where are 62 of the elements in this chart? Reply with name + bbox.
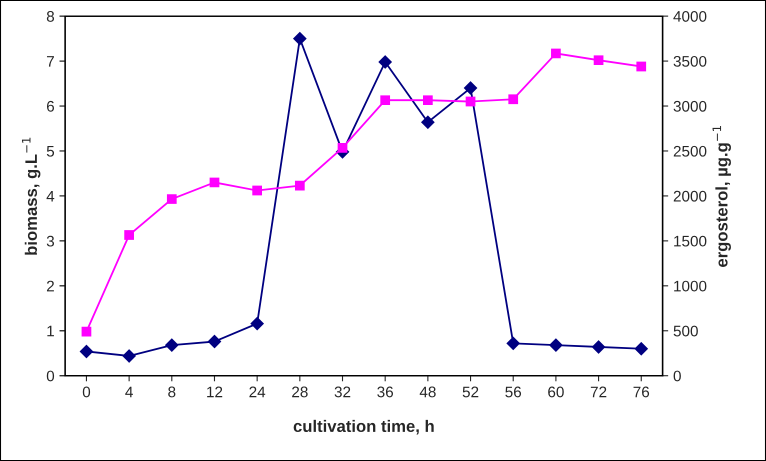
point (592, 340, 606, 354)
point (506, 336, 520, 350)
point (508, 94, 518, 104)
x-tick-label: 12 (207, 386, 222, 398)
y2-tick-label: 1000 (674, 280, 706, 292)
point (423, 95, 433, 106)
x-tick-label: 0 (82, 386, 90, 398)
point (166, 194, 177, 204)
point (549, 338, 562, 352)
point (208, 334, 222, 348)
y2-tick-label: 4000 (673, 11, 706, 22)
x-axis-title: cultivation time, h (294, 420, 434, 434)
y2-tick-label: 2500 (674, 146, 706, 157)
y2-tick-label: 500 (674, 326, 698, 336)
x-tick-label: 52 (462, 386, 478, 398)
y-tick-label: 0 (46, 370, 54, 382)
x-tick-label: 28 (292, 386, 308, 398)
point (210, 178, 220, 188)
point (636, 62, 646, 72)
point (293, 32, 306, 46)
x-tick-label: 4 (125, 386, 133, 398)
y-tick-label: 5 (46, 146, 54, 157)
y-tick-label: 8 (46, 11, 54, 22)
point (464, 81, 478, 95)
x-tick-label: 36 (377, 386, 394, 398)
point (250, 316, 264, 330)
x-tick-label: 72 (590, 386, 606, 398)
point (165, 338, 178, 352)
y-tick-label: 3 (46, 236, 54, 247)
point (378, 55, 392, 69)
y-tick-label: 2 (46, 280, 54, 292)
point (338, 142, 348, 153)
x-tick-label: 32 (334, 386, 350, 398)
point (466, 96, 476, 106)
point (634, 342, 648, 356)
y2-tick-label: 0 (674, 370, 681, 382)
point (122, 349, 136, 363)
point (551, 48, 561, 58)
x-tick-label: 8 (168, 386, 176, 398)
y-axis-title: biomass, g.L$^{−1}$ (22, 138, 40, 255)
point (82, 326, 92, 337)
point (421, 116, 434, 129)
y-tick-label: 6 (46, 100, 54, 112)
y-tick-label: 4 (46, 190, 54, 202)
y2-tick-label: 3500 (674, 56, 706, 67)
x-tick-label: 76 (634, 386, 650, 398)
x-tick-label: 24 (249, 386, 266, 398)
y-tick-label: 7 (46, 56, 54, 67)
point (380, 95, 390, 106)
x-tick-label: 60 (548, 386, 564, 398)
point (252, 186, 262, 196)
y-tick-label: 1 (47, 326, 54, 336)
y2-tick-label: 3000 (674, 100, 706, 112)
x-tick-label: 48 (420, 386, 436, 398)
point (594, 55, 604, 66)
y2-tick-label: 1500 (674, 236, 706, 247)
point (80, 344, 94, 358)
y2-tick-label: 2000 (674, 190, 706, 202)
point (294, 180, 305, 190)
x-tick-label: 56 (505, 386, 522, 398)
point (124, 230, 134, 240)
y2-axis-title: ergosterol, µg.g$^{−1}$ (712, 126, 731, 267)
